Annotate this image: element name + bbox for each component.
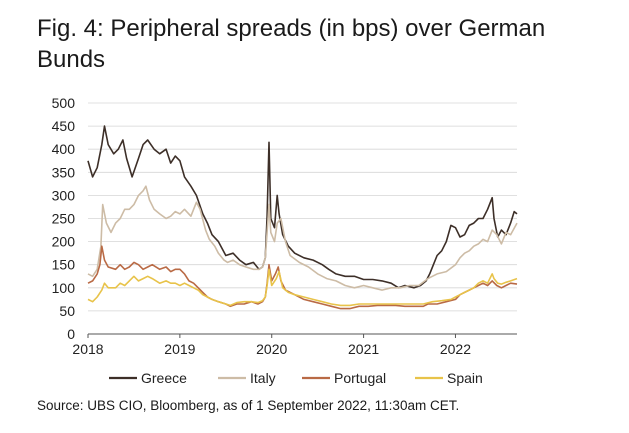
legend-label-greece: Greece [141,370,187,386]
y-tick-label: 350 [52,164,76,180]
x-tick-label: 2020 [256,341,287,357]
legend-label-spain: Spain [447,370,483,386]
y-tick-label: 200 [52,234,76,250]
x-axis: 2018 2019 2020 2021 2022 [72,334,471,357]
y-tick-label: 500 [52,95,76,111]
y-tick-label: 150 [52,257,76,273]
y-tick-label: 50 [59,303,75,319]
series-line-spain [87,268,518,307]
legend-label-portugal: Portugal [334,370,386,386]
legend-label-italy: Italy [250,370,276,386]
gridlines [88,102,517,335]
series-line-italy [87,185,518,291]
source-note: Source: UBS CIO, Bloomberg, as of 1 Sept… [37,398,460,413]
y-tick-label: 450 [52,118,76,134]
y-tick-label: 100 [52,280,76,296]
x-tick-label: 2019 [164,341,195,357]
series-lines [87,125,518,310]
x-tick-label: 2022 [440,341,471,357]
y-tick-label: 300 [52,187,76,203]
x-tick-label: 2018 [72,341,103,357]
y-tick-label: 400 [52,141,76,157]
y-axis-ticks: 0 50 100 150 200 250 300 350 400 450 500 [52,95,76,342]
x-tick-label: 2021 [348,341,379,357]
series-line-greece [87,125,518,289]
legend: Greece Italy Portugal Spain [109,370,483,386]
chart-title: Fig. 4: Peripheral spreads (in bps) over… [37,15,546,73]
y-tick-label: 250 [52,211,76,227]
y-tick-label: 0 [67,326,75,342]
